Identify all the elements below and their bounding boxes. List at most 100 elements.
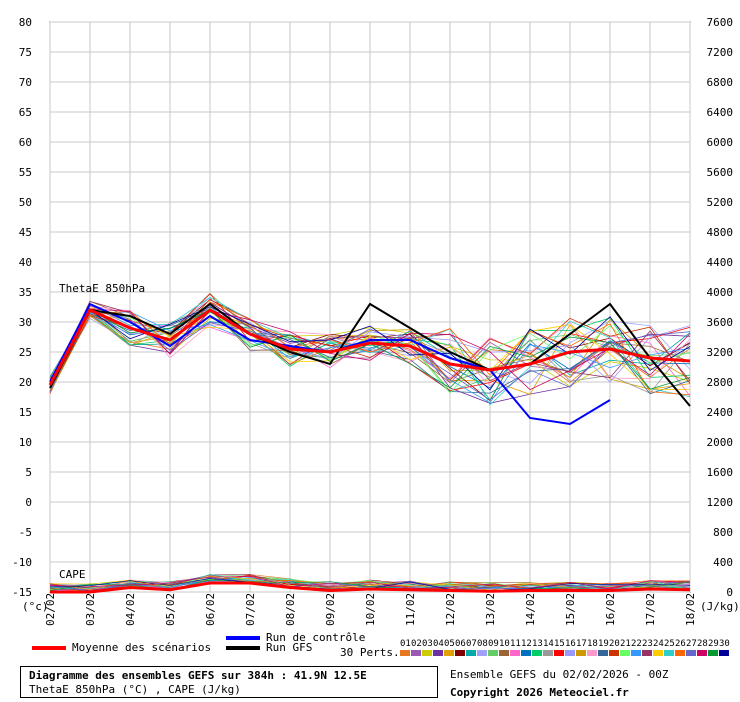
- left-tick-label: -15: [12, 586, 32, 599]
- right-unit-label: (J/kg): [700, 600, 740, 613]
- pert-number: 17: [576, 639, 587, 649]
- right-tick-label: 800: [713, 526, 733, 539]
- pert-swatch: [543, 650, 553, 656]
- legend-control-label: Run de contrôle: [266, 631, 366, 644]
- x-tick-label: 06/02: [204, 593, 217, 626]
- info-title: Diagramme des ensembles GEFS sur 384h : …: [29, 669, 367, 682]
- pert-number: 28: [697, 639, 708, 649]
- pert-swatch: [554, 650, 564, 656]
- pert-swatch: [400, 650, 410, 656]
- right-tick-label: 0: [726, 586, 733, 599]
- pert-line: [49, 309, 691, 378]
- left-tick-label: 5: [25, 466, 32, 479]
- pert-number: 25: [664, 639, 675, 649]
- right-tick-label: 4000: [707, 286, 734, 299]
- right-tick-label: 2400: [707, 406, 734, 419]
- x-tick-label: 02/02: [44, 593, 57, 626]
- pert-swatch: [697, 650, 707, 656]
- panel-label-thetae: ThetaE 850hPa: [59, 282, 145, 295]
- pert-number: 26: [675, 639, 686, 649]
- left-tick-label: 70: [19, 76, 32, 89]
- pert-number: 27: [686, 639, 697, 649]
- pert-swatch: [510, 650, 520, 656]
- pert-number: 06: [455, 639, 466, 649]
- pert-swatch: [411, 650, 421, 656]
- right-tick-label: 7200: [707, 46, 734, 59]
- pert-swatch: [719, 650, 729, 656]
- pert-swatch: [422, 650, 432, 656]
- legend-control-swatch: [226, 635, 260, 640]
- pert-number: 13: [532, 639, 543, 649]
- run-info: Ensemble GEFS du 02/02/2026 - 00Z Copyri…: [450, 666, 669, 702]
- pert-number: 01: [400, 639, 411, 649]
- copyright: Copyright 2026 Meteociel.fr: [450, 686, 629, 699]
- pert-cape-line: [49, 573, 691, 591]
- pert-swatch: [477, 650, 487, 656]
- pert-cape-line: [49, 580, 691, 591]
- pert-number: 07: [466, 639, 477, 649]
- x-tick-label: 09/02: [324, 593, 337, 626]
- left-tick-label: 40: [19, 256, 32, 269]
- x-tick-label: 14/02: [524, 593, 537, 626]
- pert-number: 16: [565, 639, 576, 649]
- legend-gfs-label: Run GFS: [266, 641, 313, 654]
- left-tick-label: 55: [19, 166, 32, 179]
- left-tick-label: -10: [12, 556, 32, 569]
- x-tick-label: 17/02: [644, 593, 657, 626]
- right-axis: 7600720068006400600056005200480044004000…: [707, 16, 734, 599]
- ensemble-chart: 80757065605550454035302520151050-5-10-15…: [12, 16, 740, 626]
- pert-swatch: [521, 650, 531, 656]
- left-tick-label: 50: [19, 196, 32, 209]
- pert-swatch: [587, 650, 597, 656]
- right-tick-label: 2000: [707, 436, 734, 449]
- x-tick-label: 05/02: [164, 593, 177, 626]
- right-tick-label: 3600: [707, 316, 734, 329]
- pert-swatch: [708, 650, 718, 656]
- pert-number: 02: [411, 639, 422, 649]
- panel-label-cape: CAPE: [59, 568, 86, 581]
- pert-swatch: [433, 650, 443, 656]
- series-line: [49, 302, 691, 407]
- left-tick-label: 75: [19, 46, 32, 59]
- pert-number: 11: [510, 639, 521, 649]
- mean-cape-line: [50, 581, 691, 594]
- pert-number: 12: [521, 639, 532, 649]
- pert-swatch: [444, 650, 454, 656]
- pert-number: 19: [598, 639, 609, 649]
- legend-mean-swatch: [32, 645, 66, 650]
- pert-number: 20: [609, 639, 620, 649]
- pert-line: [49, 307, 691, 394]
- x-tick-label: 10/02: [364, 593, 377, 626]
- left-tick-label: 10: [19, 436, 32, 449]
- pert-number: 14: [543, 639, 554, 649]
- legend-gfs-swatch: [226, 645, 260, 650]
- legend-control: Run de contrôle: [226, 631, 365, 644]
- pert-swatch: [642, 650, 652, 656]
- x-tick-label: 11/02: [404, 593, 417, 626]
- pert-line: [49, 296, 691, 406]
- pert-number: 09: [488, 639, 499, 649]
- pert-number: 04: [433, 639, 444, 649]
- pert-swatch: [686, 650, 696, 656]
- right-tick-label: 3200: [707, 346, 734, 359]
- pert-swatch: [664, 650, 674, 656]
- pert-line: [49, 304, 691, 397]
- pert-swatch: [598, 650, 608, 656]
- pert-swatch: [488, 650, 498, 656]
- pert-number: 10: [499, 639, 510, 649]
- pert-number: 15: [554, 639, 565, 649]
- pert-number: 03: [422, 639, 433, 649]
- pert-line: [49, 306, 691, 391]
- x-tick-label: 12/02: [444, 593, 457, 626]
- pert-number: 18: [587, 639, 598, 649]
- info-subtitle: ThetaE 850hPa (°C) , CAPE (J/kg): [29, 683, 241, 696]
- pert-swatch: [631, 650, 641, 656]
- pert-number: 21: [620, 639, 631, 649]
- pert-swatch: [609, 650, 619, 656]
- x-tick-label: 03/02: [84, 593, 97, 626]
- legend-mean: Moyenne des scénarios: [32, 641, 211, 654]
- legend-gfs: Run GFS: [226, 641, 312, 654]
- left-tick-label: 45: [19, 226, 32, 239]
- right-tick-label: 1600: [707, 466, 734, 479]
- right-tick-label: 6000: [707, 136, 734, 149]
